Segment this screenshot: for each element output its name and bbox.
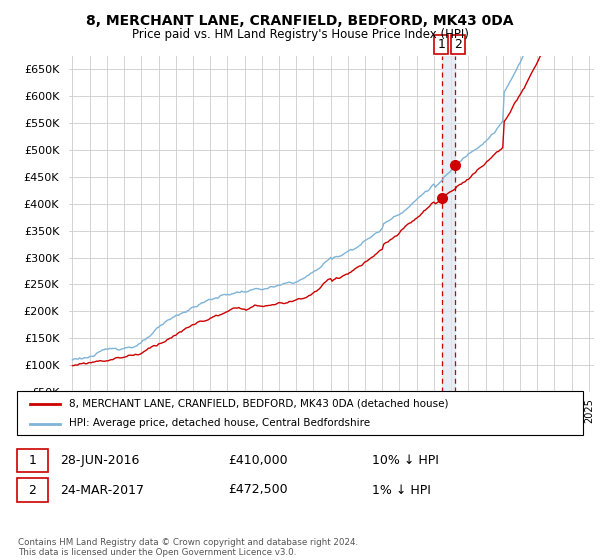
- Text: 2: 2: [454, 38, 461, 51]
- Text: Price paid vs. HM Land Registry's House Price Index (HPI): Price paid vs. HM Land Registry's House …: [131, 28, 469, 41]
- Text: £472,500: £472,500: [228, 483, 287, 497]
- Text: 28-JUN-2016: 28-JUN-2016: [60, 454, 139, 467]
- Bar: [442, 56, 455, 392]
- Text: 1: 1: [28, 454, 37, 467]
- Text: Contains HM Land Registry data © Crown copyright and database right 2024.
This d: Contains HM Land Registry data © Crown c…: [18, 538, 358, 557]
- Text: 8, MERCHANT LANE, CRANFIELD, BEDFORD, MK43 0DA (detached house): 8, MERCHANT LANE, CRANFIELD, BEDFORD, MK…: [69, 399, 449, 409]
- Text: £410,000: £410,000: [228, 454, 287, 467]
- Text: HPI: Average price, detached house, Central Bedfordshire: HPI: Average price, detached house, Cent…: [69, 418, 370, 428]
- Text: 10% ↓ HPI: 10% ↓ HPI: [372, 454, 439, 467]
- Text: 2: 2: [28, 483, 37, 497]
- Text: 1% ↓ HPI: 1% ↓ HPI: [372, 483, 431, 497]
- Text: 1: 1: [437, 38, 445, 51]
- Text: 8, MERCHANT LANE, CRANFIELD, BEDFORD, MK43 0DA: 8, MERCHANT LANE, CRANFIELD, BEDFORD, MK…: [86, 14, 514, 28]
- Text: 24-MAR-2017: 24-MAR-2017: [60, 483, 144, 497]
